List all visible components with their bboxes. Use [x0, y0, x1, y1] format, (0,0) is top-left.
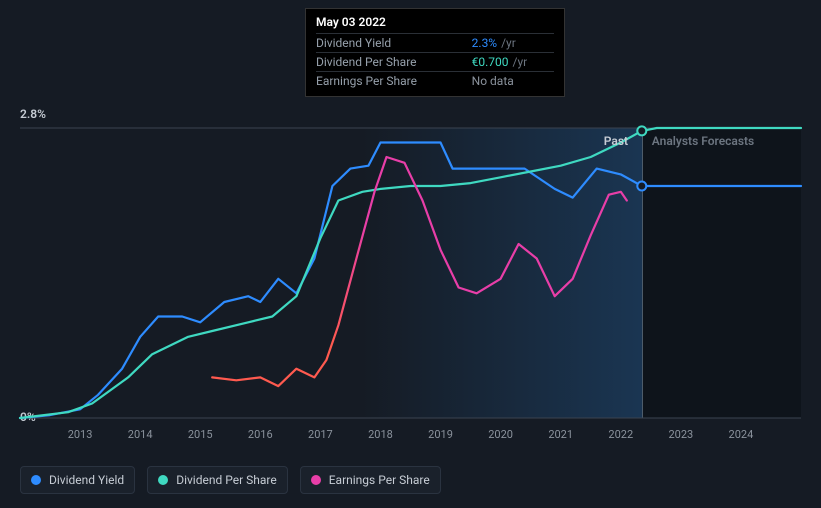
legend-label: Dividend Per Share — [176, 473, 277, 487]
x-tick-label: 2019 — [428, 428, 453, 441]
tooltip-row-eps: Earnings Per Share No data — [316, 72, 554, 91]
x-tick-label: 2024 — [729, 428, 754, 441]
tooltip-row-dps: Dividend Per Share €0.700/yr — [316, 53, 554, 72]
legend-dot-icon — [31, 475, 41, 485]
chart-svg — [20, 110, 801, 445]
legend-label: Earnings Per Share — [329, 473, 430, 487]
tooltip-date: May 03 2022 — [316, 15, 554, 29]
x-tick-label: 2016 — [248, 428, 273, 441]
tooltip-label: Earnings Per Share — [316, 72, 454, 91]
tooltip-value: €0.700/yr — [454, 53, 554, 72]
x-tick-label: 2021 — [548, 428, 573, 441]
x-tick-label: 2014 — [128, 428, 153, 441]
legend-item-dividend-yield[interactable]: Dividend Yield — [20, 466, 135, 494]
hover-tooltip: May 03 2022 Dividend Yield 2.3%/yr Divid… — [305, 8, 565, 97]
x-tick-label: 2013 — [68, 428, 93, 441]
x-tick-label: 2017 — [308, 428, 333, 441]
legend: Dividend Yield Dividend Per Share Earnin… — [20, 466, 441, 494]
tooltip-row-dy: Dividend Yield 2.3%/yr — [316, 34, 554, 53]
legend-item-dividend-per-share[interactable]: Dividend Per Share — [147, 466, 288, 494]
x-tick-label: 2020 — [488, 428, 513, 441]
x-tick-label: 2015 — [188, 428, 213, 441]
x-tick-label: 2022 — [608, 428, 633, 441]
tooltip-label: Dividend Per Share — [316, 53, 454, 72]
legend-dot-icon — [311, 475, 321, 485]
tooltip-label: Dividend Yield — [316, 34, 454, 53]
forecast-label: Analysts Forecasts — [652, 134, 754, 148]
chart-plot[interactable]: 2.8% 0% Past Analysts Forecasts 20132014… — [20, 110, 801, 445]
chart-container: May 03 2022 Dividend Yield 2.3%/yr Divid… — [0, 0, 821, 508]
tooltip-table: Dividend Yield 2.3%/yr Dividend Per Shar… — [316, 33, 554, 90]
past-label: Past — [604, 134, 628, 148]
legend-item-earnings-per-share[interactable]: Earnings Per Share — [300, 466, 441, 494]
legend-label: Dividend Yield — [49, 473, 124, 487]
legend-dot-icon — [158, 475, 168, 485]
tooltip-value: No data — [454, 72, 554, 91]
x-tick-label: 2023 — [668, 428, 693, 441]
x-tick-label: 2018 — [368, 428, 393, 441]
tooltip-value: 2.3%/yr — [454, 34, 554, 53]
